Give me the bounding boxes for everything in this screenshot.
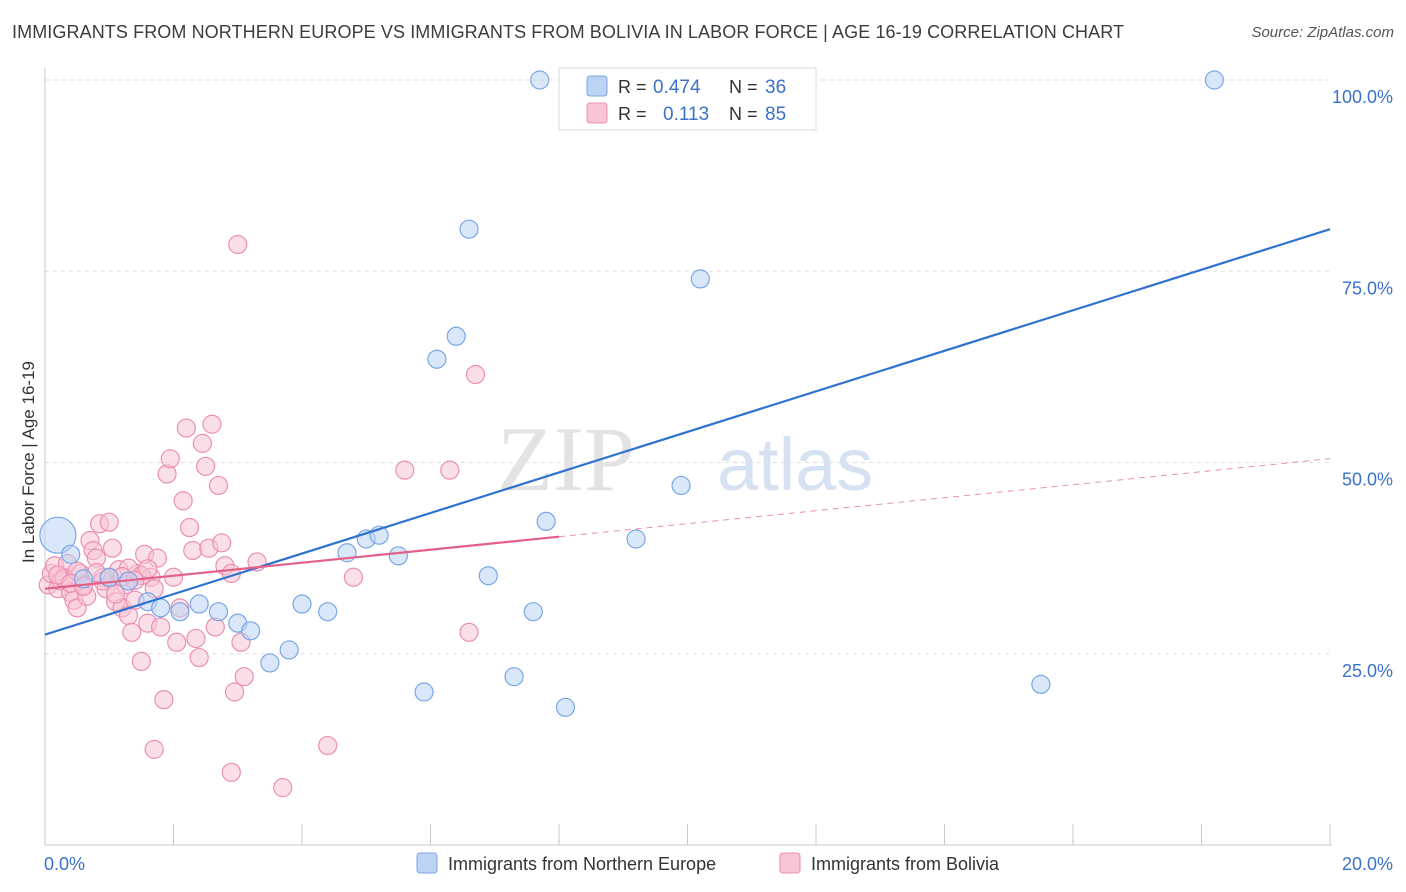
point-northern-europe-32 — [690, 269, 710, 289]
correlation-legend: R = 0.474 N = 36 R = 0.113 N = 85 — [558, 67, 817, 131]
point-northern-europe-30 — [626, 529, 646, 549]
point-northern-europe-35 — [1204, 70, 1224, 90]
legend-r-value-1: 0.474 — [653, 77, 701, 98]
point-bolivia-53 — [208, 475, 229, 496]
point-northern-europe-34 — [1031, 674, 1051, 694]
legend-r-value-2: 0.113 — [663, 104, 709, 125]
point-bolivia-44 — [179, 517, 200, 538]
point-bolivia-36 — [154, 690, 174, 710]
point-northern-europe-23 — [459, 219, 479, 239]
point-northern-europe-12 — [260, 653, 280, 673]
point-bolivia-66 — [395, 460, 415, 480]
point-bolivia-29 — [131, 651, 151, 672]
point-northern-europe-8 — [189, 594, 209, 614]
tick-labels: 25.0% 50.0% 75.0% 100.0% 0.0% 20.0% — [44, 87, 1393, 874]
legend-bottom-swatch-pink — [779, 852, 801, 874]
point-bolivia-62 — [221, 762, 241, 782]
point-northern-europe-6 — [151, 598, 171, 618]
point-northern-europe-15 — [318, 602, 338, 622]
point-bolivia-42 — [173, 491, 193, 511]
y-tick-label-75: 75.0% — [1342, 278, 1393, 298]
point-bolivia-57 — [224, 682, 245, 702]
point-northern-europe-29 — [530, 70, 550, 90]
point-northern-europe-13 — [279, 640, 299, 660]
point-bolivia-46 — [186, 628, 206, 649]
point-bolivia-68 — [465, 364, 486, 385]
y-tick-label-25: 25.0% — [1342, 661, 1393, 681]
y-tick-label-100: 100.0% — [1332, 87, 1393, 107]
point-northern-europe-22 — [446, 326, 466, 346]
point-northern-europe-21 — [427, 349, 447, 369]
point-bolivia-54 — [212, 533, 232, 553]
point-bolivia-84 — [138, 559, 158, 579]
point-bolivia-20 — [102, 538, 123, 558]
watermark-atlas: atlas — [717, 423, 873, 506]
point-northern-europe-31 — [671, 475, 691, 496]
point-bolivia-35 — [151, 617, 171, 637]
trend-line-bolivia — [44, 535, 560, 590]
point-bolivia-64 — [318, 735, 338, 756]
trend-lines — [44, 228, 1331, 636]
point-bolivia-19 — [99, 512, 119, 532]
point-bolivia-47 — [189, 647, 209, 668]
point-bolivia-63 — [273, 778, 293, 798]
point-bolivia-26 — [122, 622, 142, 642]
legend-n-value-1: 36 — [765, 77, 786, 98]
point-bolivia-43 — [176, 418, 196, 438]
point-northern-europe-9 — [208, 602, 229, 622]
y-tick-label-50: 50.0% — [1342, 470, 1393, 490]
x-tick-label-min: 0.0% — [44, 854, 85, 874]
chart-title: IMMIGRANTS FROM NORTHERN EUROPE VS IMMIG… — [12, 22, 1125, 42]
watermark: ZIP atlas — [497, 408, 873, 510]
source-label: Source: ZipAtlas.com — [1251, 24, 1394, 41]
point-northern-europe-27 — [536, 511, 556, 532]
legend-bottom-swatch-blue — [416, 852, 438, 874]
point-bolivia-40 — [167, 632, 187, 652]
point-bolivia-58 — [228, 234, 248, 255]
point-bolivia-38 — [160, 449, 180, 469]
point-northern-europe-11 — [241, 621, 261, 641]
point-northern-europe-26 — [523, 602, 543, 622]
y-axis-label: In Labor Force | Age 16-19 — [19, 361, 38, 563]
trend-line-northern-europe — [44, 228, 1331, 636]
legend-r-label-2: R = — [618, 104, 647, 124]
point-bolivia-70 — [144, 739, 164, 759]
point-bolivia-60 — [234, 667, 254, 687]
point-northern-europe-7 — [170, 602, 190, 622]
point-bolivia-51 — [202, 414, 222, 434]
legend-bottom-label-blue: Immigrants from Northern Europe — [448, 854, 716, 874]
legend-n-value-2: 85 — [765, 104, 786, 125]
series-northern-europe-points — [39, 70, 1224, 717]
point-northern-europe-19 — [388, 546, 408, 566]
legend-bottom-label-pink: Immigrants from Bolivia — [811, 854, 1000, 874]
point-northern-europe-28 — [555, 697, 576, 717]
legend-n-label-2: N = — [729, 104, 758, 124]
point-bolivia-69 — [459, 622, 479, 642]
x-tick-label-max: 20.0% — [1342, 854, 1393, 874]
watermark-zip: ZIP — [497, 408, 635, 510]
legend-swatch-blue — [586, 75, 608, 97]
axes — [44, 68, 1332, 846]
legend-swatch-pink — [586, 102, 608, 124]
point-northern-europe-20 — [414, 682, 434, 702]
point-northern-europe-25 — [504, 667, 524, 687]
point-bolivia-65 — [343, 567, 363, 587]
trend-line-bolivia-extension — [558, 458, 1331, 538]
series-legend: Immigrants from Northern Europe Immigran… — [416, 852, 1000, 874]
legend-n-label-1: N = — [729, 77, 758, 97]
point-northern-europe-0 — [39, 516, 77, 554]
point-northern-europe-1 — [61, 544, 81, 564]
point-northern-europe-24 — [478, 566, 498, 586]
point-northern-europe-14 — [292, 594, 312, 614]
point-bolivia-48 — [192, 433, 213, 453]
point-bolivia-45 — [183, 540, 203, 561]
point-bolivia-49 — [196, 456, 216, 476]
legend-r-label-1: R = — [618, 77, 647, 97]
point-bolivia-67 — [440, 460, 460, 480]
